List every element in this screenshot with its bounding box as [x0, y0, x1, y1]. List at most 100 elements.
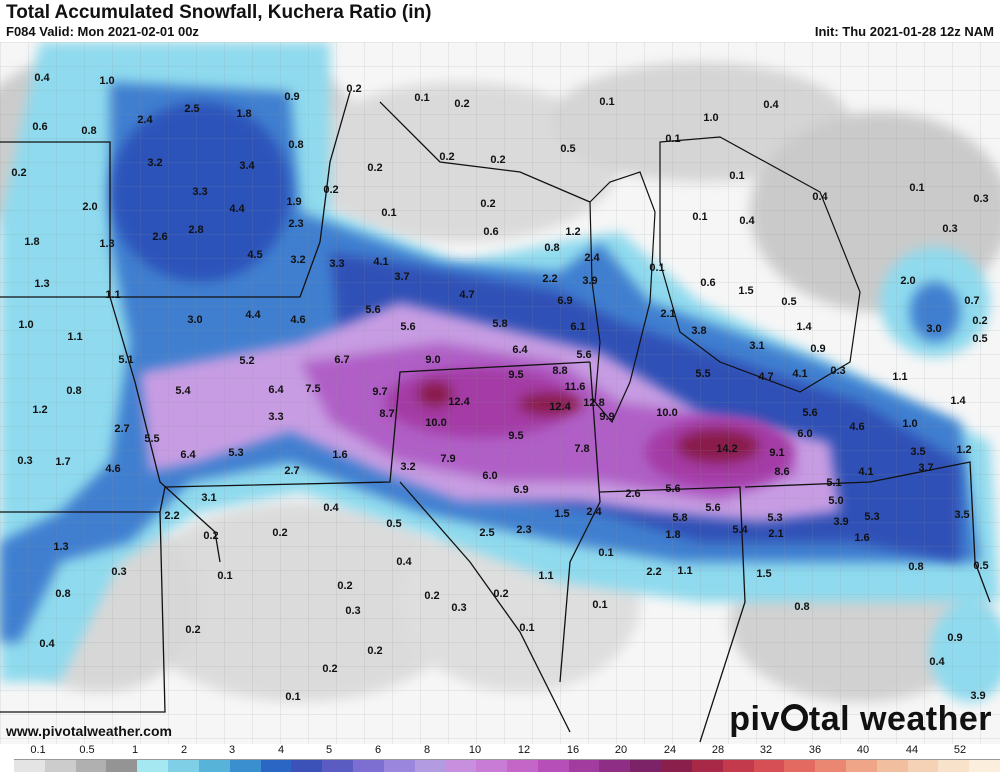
- map-value-label: 5.0: [828, 495, 844, 507]
- map-value-label: 9.0: [425, 354, 441, 366]
- map-value-label: 1.6: [332, 449, 348, 461]
- legend-swatch: [44, 760, 76, 772]
- map-value-label: 0.5: [386, 518, 402, 530]
- map-value-label: 0.9: [284, 91, 300, 103]
- brand-logo-text-start: piv: [729, 700, 780, 738]
- legend-swatch: [661, 760, 692, 772]
- map-value-label: 1.2: [32, 404, 48, 416]
- map-value-label: 0.6: [32, 121, 48, 133]
- map-value-label: 3.1: [201, 492, 217, 504]
- map-value-label: 1.8: [24, 236, 40, 248]
- map-value-label: 0.2: [337, 580, 353, 592]
- map-value-label: 5.8: [492, 318, 508, 330]
- map-value-label: 5.3: [228, 447, 244, 459]
- website-credit: www.pivotalweather.com: [6, 723, 172, 739]
- map-value-label: 0.1: [381, 207, 397, 219]
- legend-tick-label: 52: [953, 744, 967, 756]
- map-value-label: 5.1: [826, 477, 842, 489]
- legend-swatch: [168, 760, 199, 772]
- map-value-label: 4.6: [105, 463, 121, 475]
- map-value-label: 1.1: [677, 565, 693, 577]
- map-value-label: 3.2: [290, 254, 306, 266]
- map-value-label: 0.9: [947, 632, 963, 644]
- legend-tick-label: 36: [808, 744, 822, 756]
- map-value-label: 2.0: [82, 201, 98, 213]
- map-value-label: 0.4: [739, 215, 755, 227]
- map-value-label: 0.8: [81, 125, 97, 137]
- map-value-label: 9.5: [508, 430, 524, 442]
- legend-swatch: [845, 760, 877, 772]
- legend-swatch: [229, 760, 261, 772]
- map-value-label: 0.4: [34, 72, 50, 84]
- map-value-label: 3.5: [910, 446, 926, 458]
- legend-swatch: [876, 760, 908, 772]
- map-value-label: 1.8: [665, 529, 681, 541]
- map-value-label: 0.4: [323, 502, 339, 514]
- legend-swatch: [75, 760, 107, 772]
- map-value-label: 5.1: [118, 354, 134, 366]
- map-value-label: 0.3: [111, 566, 127, 578]
- map-value-label: 0.2: [439, 151, 455, 163]
- map-value-label: 1.3: [34, 278, 50, 290]
- map-value-label: 4.6: [290, 314, 306, 326]
- map-value-label: 5.3: [767, 512, 783, 524]
- legend-swatch: [106, 760, 138, 772]
- map-value-label: 1.2: [565, 226, 581, 238]
- map-value-label: 0.3: [17, 455, 33, 467]
- map-value-label: 3.9: [833, 516, 849, 528]
- map-value-label: 0.2: [272, 527, 288, 539]
- map-value-label: 6.0: [797, 428, 813, 440]
- map-value-label: 10.0: [656, 407, 678, 419]
- map-value-label: 0.4: [763, 99, 779, 111]
- map-value-label: 0.3: [942, 223, 958, 235]
- legend-swatch: [815, 760, 846, 772]
- legend-colorbar: [14, 759, 1000, 772]
- map-value-label: 2.8: [188, 224, 204, 236]
- map-value-label: 6.0: [482, 470, 498, 482]
- map-value-label: 0.2: [490, 154, 506, 166]
- map-value-label: 6.9: [513, 484, 529, 496]
- map-value-label: 0.5: [972, 333, 988, 345]
- map-value-label: 7.8: [574, 443, 590, 455]
- map-value-label: 4.6: [849, 421, 865, 433]
- map-value-label: 0.1: [285, 691, 301, 703]
- map-value-label: 4.7: [459, 289, 475, 301]
- legend-swatch: [599, 760, 631, 772]
- map-value-label: 0.8: [288, 139, 304, 151]
- legend-swatch: [938, 760, 970, 772]
- map-value-label: 5.4: [175, 385, 191, 397]
- map-value-label: 10.0: [425, 417, 447, 429]
- map-value-label: 2.6: [152, 231, 168, 243]
- map-value-label: 0.3: [451, 602, 467, 614]
- legend-swatch: [537, 760, 569, 772]
- map-value-label: 1.8: [236, 108, 252, 120]
- map-value-label: 0.8: [908, 561, 924, 573]
- map-value-label: 0.1: [909, 182, 925, 194]
- map-value-label: 1.3: [99, 238, 115, 250]
- map-value-label: 0.1: [414, 92, 430, 104]
- map-value-label: 1.3: [53, 541, 69, 553]
- map-value-label: 3.2: [147, 157, 163, 169]
- map-value-label: 3.4: [239, 160, 255, 172]
- legend-tick-label: 20: [614, 744, 628, 756]
- map-value-label: 6.1: [570, 321, 586, 333]
- color-legend: 0.1 0.5 1 2 3 4 5 6 8 10 12 16 20 24 28 32 36 40 44 52: [0, 744, 1000, 773]
- map-value-label: 6.7: [334, 354, 350, 366]
- map-value-label: 3.1: [749, 340, 765, 352]
- map-value-label: 1.1: [892, 371, 908, 383]
- legend-swatch: [722, 760, 754, 772]
- map-value-label: 0.1: [519, 622, 535, 634]
- map-value-label: 0.2: [346, 83, 362, 95]
- map-value-label: 1.0: [703, 112, 719, 124]
- map-value-label: 5.6: [802, 407, 818, 419]
- legend-swatch: [445, 760, 477, 772]
- map-value-label: 2.4: [586, 506, 602, 518]
- map-value-label: 0.3: [830, 365, 846, 377]
- map-value-label: 2.1: [768, 528, 784, 540]
- map-value-label: 3.0: [926, 323, 942, 335]
- map-value-label: 0.2: [322, 663, 338, 675]
- map-value-label: 1.0: [902, 418, 918, 430]
- map-value-label: 6.9: [557, 295, 573, 307]
- map-value-label: 0.4: [929, 656, 945, 668]
- map-value-label: 0.4: [812, 191, 828, 203]
